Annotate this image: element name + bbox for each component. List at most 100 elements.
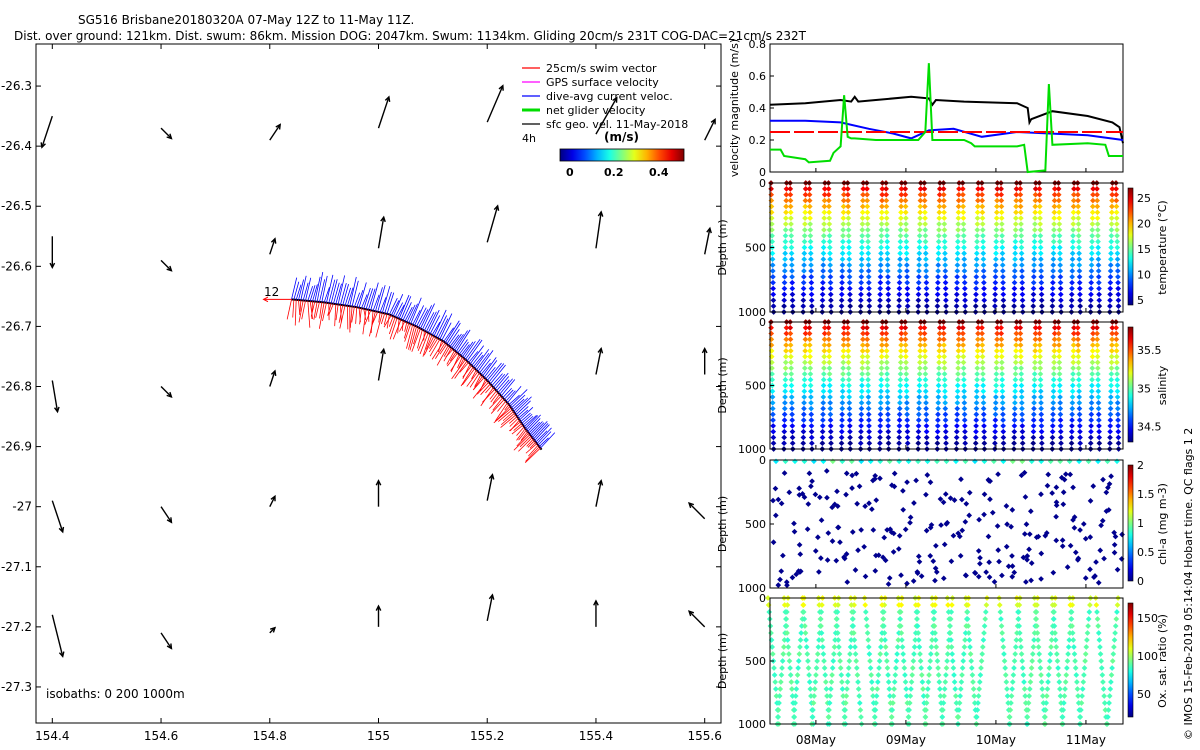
profile-point — [782, 394, 788, 400]
oxygen-point — [817, 616, 824, 622]
profile-point — [1069, 273, 1075, 280]
oxygen-point — [872, 707, 879, 713]
profile-point — [1096, 303, 1103, 309]
profile-point — [1109, 324, 1116, 331]
profile-point — [897, 394, 903, 400]
swim-vector — [351, 306, 355, 323]
profile-point — [865, 411, 872, 418]
oxygen-point — [781, 637, 788, 643]
oxygen-point — [848, 637, 854, 643]
oxygen-point — [934, 658, 941, 664]
profile-point — [1000, 285, 1006, 292]
profile-point — [1089, 353, 1096, 360]
profile-point — [981, 428, 987, 435]
swim-vector — [294, 299, 297, 326]
swim-vector — [318, 302, 325, 329]
time-axis: 08May 09May 10May 11May — [796, 168, 1106, 747]
chl-point — [792, 458, 798, 465]
oxygen-point — [792, 700, 798, 706]
profile-point — [800, 417, 807, 423]
profile-point — [1108, 250, 1114, 257]
swim-vector — [449, 351, 457, 362]
profile-point — [903, 388, 910, 395]
dive-avg-vector — [437, 318, 449, 339]
oxygen-point — [1034, 630, 1041, 636]
geo-vectors — [40, 84, 716, 658]
oxygen-point — [784, 630, 790, 636]
profile-point — [839, 405, 846, 412]
profile-point — [864, 197, 871, 204]
profile-point — [1056, 221, 1063, 227]
profile-point — [858, 394, 865, 400]
profile-point — [1109, 186, 1116, 192]
profile-point — [820, 411, 826, 418]
profile-point — [839, 394, 846, 400]
geo-vector — [269, 369, 277, 387]
chl-point — [797, 568, 804, 575]
profile-point — [819, 440, 826, 447]
oxygen-point — [935, 672, 942, 678]
oxygen-point — [969, 672, 976, 678]
profile-point — [1031, 268, 1037, 274]
swim-vector — [498, 409, 513, 422]
profile-point — [838, 303, 845, 309]
profile-point — [1114, 221, 1120, 227]
profile-point — [768, 336, 775, 343]
profile-point — [1108, 238, 1115, 245]
swim-vector — [375, 312, 383, 338]
profile-point — [955, 365, 961, 372]
chl-point — [1090, 483, 1097, 489]
chl-point — [1011, 569, 1018, 576]
profile-point — [960, 336, 966, 343]
profile-point — [1030, 303, 1037, 309]
profile-point — [922, 238, 929, 245]
dive-avg-vector — [523, 414, 537, 428]
profile-point — [768, 191, 775, 198]
profile-point — [801, 273, 807, 280]
profile-point — [896, 405, 903, 412]
profile-point — [904, 262, 910, 268]
profile-point — [993, 250, 999, 257]
profile-point — [1017, 197, 1024, 204]
swim-vector — [513, 434, 531, 451]
profile-point — [955, 197, 962, 204]
colorbar-tick: 150 — [1137, 612, 1158, 625]
profile-point — [1077, 428, 1083, 435]
profile-point — [878, 353, 885, 360]
chl-point — [1019, 458, 1026, 465]
profile-point — [923, 428, 930, 435]
profile-point — [1109, 342, 1115, 348]
dive-avg-vector — [482, 357, 497, 377]
profile-point — [770, 417, 776, 423]
profile-point — [770, 423, 776, 429]
profile-point — [839, 388, 846, 395]
profile-point — [992, 417, 999, 423]
profile-point — [923, 256, 929, 263]
dive-avg-vector — [488, 363, 505, 383]
swim-vector — [383, 315, 392, 328]
oxygen-point — [885, 672, 891, 678]
oxygen-point — [855, 679, 861, 685]
oxygen-point — [982, 609, 989, 615]
chl-point — [852, 567, 859, 573]
swim-vector — [526, 438, 534, 447]
profile-point — [841, 191, 847, 198]
profile-point — [936, 336, 943, 343]
profile-point — [1107, 399, 1114, 406]
oxygen-point — [1038, 679, 1045, 685]
profile-point — [1019, 303, 1026, 309]
oxygen-point — [946, 623, 953, 629]
profile-point — [1090, 197, 1096, 204]
oxygen-point — [882, 644, 889, 650]
profile-point — [1050, 417, 1056, 423]
oxygen-point — [1060, 707, 1067, 713]
profile-point — [923, 291, 930, 298]
profile-point — [865, 268, 872, 274]
panel-colorbar — [1127, 187, 1134, 306]
profile-point — [973, 388, 980, 395]
oxygen-point — [1101, 700, 1108, 706]
profile-point — [955, 209, 962, 216]
profile-point — [922, 359, 929, 366]
profile-point — [1113, 215, 1120, 222]
profile-point — [896, 268, 903, 274]
